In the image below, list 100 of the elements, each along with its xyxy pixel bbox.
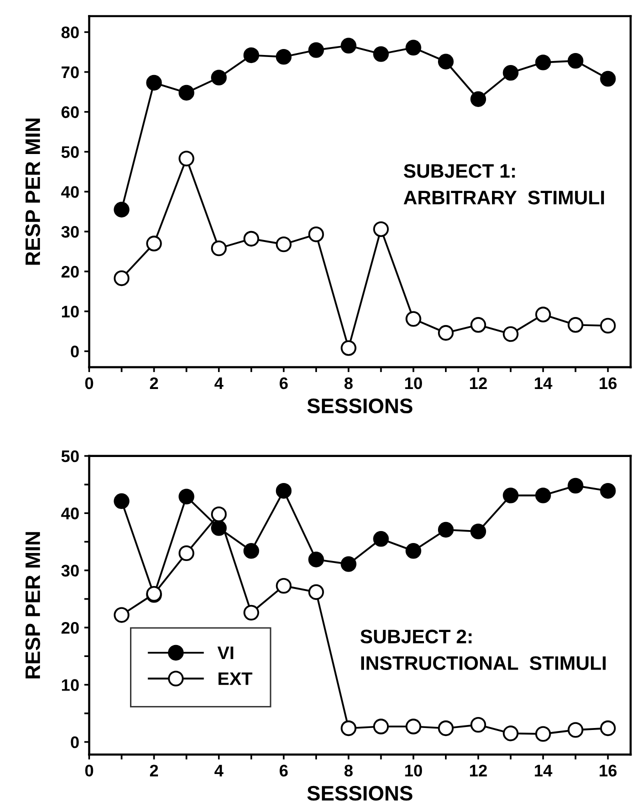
x-tick-label: 8 bbox=[344, 764, 353, 777]
point bbox=[243, 604, 260, 621]
point bbox=[114, 270, 130, 286]
point bbox=[600, 483, 616, 499]
x-tick-label: 10 bbox=[405, 377, 422, 390]
x-tick-label: 4 bbox=[214, 764, 224, 776]
point bbox=[470, 317, 486, 333]
point bbox=[470, 91, 486, 107]
point bbox=[568, 52, 584, 69]
point bbox=[178, 488, 194, 504]
point bbox=[502, 488, 519, 504]
point bbox=[276, 578, 292, 594]
point bbox=[438, 522, 454, 538]
point bbox=[568, 317, 584, 333]
point bbox=[438, 54, 454, 70]
point bbox=[373, 718, 389, 734]
point bbox=[535, 306, 551, 322]
point bbox=[243, 543, 260, 559]
point bbox=[373, 531, 389, 547]
point bbox=[276, 483, 292, 499]
x-tick-label: 16 bbox=[600, 764, 617, 777]
y-tick-label: 10 bbox=[62, 306, 79, 318]
y-tick-label: 50 bbox=[61, 146, 79, 158]
point bbox=[340, 720, 356, 736]
x-tick-label: 12 bbox=[470, 377, 487, 389]
y-tick-label: 30 bbox=[61, 564, 79, 577]
point bbox=[178, 150, 194, 166]
y-axis-title: RESP PER MIN bbox=[25, 532, 40, 678]
point bbox=[600, 318, 616, 334]
annotation: SUBJECT 1: ARBITRARY STIMULI bbox=[404, 164, 604, 204]
y-tick-label: 30 bbox=[61, 226, 79, 238]
x-tick-label: 0 bbox=[85, 764, 94, 777]
y-tick-label: 70 bbox=[62, 66, 79, 78]
point bbox=[276, 48, 292, 65]
point bbox=[211, 240, 227, 256]
point bbox=[600, 720, 616, 736]
x-tick-label: 16 bbox=[600, 377, 617, 390]
point bbox=[406, 543, 422, 559]
point bbox=[406, 40, 422, 56]
point bbox=[308, 552, 324, 568]
point bbox=[308, 584, 324, 600]
legend-label: EXT bbox=[218, 672, 252, 685]
y-tick-label: 50 bbox=[61, 450, 79, 462]
x-tick-label: 6 bbox=[280, 764, 288, 777]
point bbox=[211, 506, 227, 522]
point bbox=[600, 70, 616, 87]
x-tick-label: 4 bbox=[214, 378, 224, 389]
point bbox=[438, 720, 454, 736]
point bbox=[470, 716, 486, 733]
y-tick-label: 0 bbox=[70, 346, 79, 358]
point bbox=[340, 340, 356, 356]
x-tick-label: 10 bbox=[405, 764, 422, 777]
point bbox=[502, 726, 519, 742]
y-tick-label: 40 bbox=[61, 186, 79, 198]
point bbox=[502, 64, 519, 81]
point bbox=[178, 84, 194, 101]
x-tick-label: 14 bbox=[534, 764, 552, 776]
point bbox=[243, 230, 260, 247]
point bbox=[308, 226, 324, 242]
point bbox=[276, 236, 292, 252]
y-tick-label: 40 bbox=[61, 508, 79, 520]
point bbox=[114, 607, 130, 623]
point bbox=[146, 74, 162, 91]
point bbox=[535, 54, 551, 70]
point bbox=[308, 42, 324, 58]
y-tick-label: 10 bbox=[62, 679, 79, 691]
x-tick-label: 2 bbox=[150, 764, 158, 776]
legend-label: VI bbox=[217, 646, 234, 660]
point bbox=[243, 47, 260, 64]
point bbox=[568, 478, 584, 494]
point bbox=[535, 726, 551, 742]
x-tick-label: 8 bbox=[344, 377, 353, 390]
x-tick-label: 0 bbox=[85, 377, 94, 390]
point bbox=[470, 524, 486, 540]
point bbox=[340, 38, 356, 54]
x-tick-label: 12 bbox=[470, 764, 487, 776]
point bbox=[178, 545, 194, 562]
point bbox=[438, 325, 454, 341]
y-tick-label: 20 bbox=[62, 622, 79, 634]
y-tick-label: 60 bbox=[62, 106, 79, 118]
point bbox=[535, 488, 551, 504]
x-tick-label: 14 bbox=[534, 378, 552, 389]
point bbox=[114, 493, 130, 509]
point bbox=[340, 556, 356, 572]
point bbox=[502, 326, 519, 342]
x-axis-title: SESSIONS bbox=[307, 398, 412, 414]
point bbox=[373, 46, 389, 62]
y-tick-label: 80 bbox=[61, 26, 79, 38]
x-tick-label: 2 bbox=[150, 377, 158, 389]
x-tick-label: 6 bbox=[280, 377, 288, 390]
point bbox=[406, 311, 422, 327]
x-axis-title: SESSIONS bbox=[307, 786, 412, 801]
point bbox=[406, 718, 422, 734]
y-tick-label: 0 bbox=[70, 736, 79, 748]
point bbox=[146, 236, 162, 252]
point bbox=[568, 722, 584, 738]
annotation: SUBJECT 2: INSTRUCTIONAL STIMULI bbox=[360, 630, 606, 670]
point bbox=[373, 221, 389, 238]
point bbox=[211, 70, 227, 86]
point bbox=[114, 202, 130, 218]
